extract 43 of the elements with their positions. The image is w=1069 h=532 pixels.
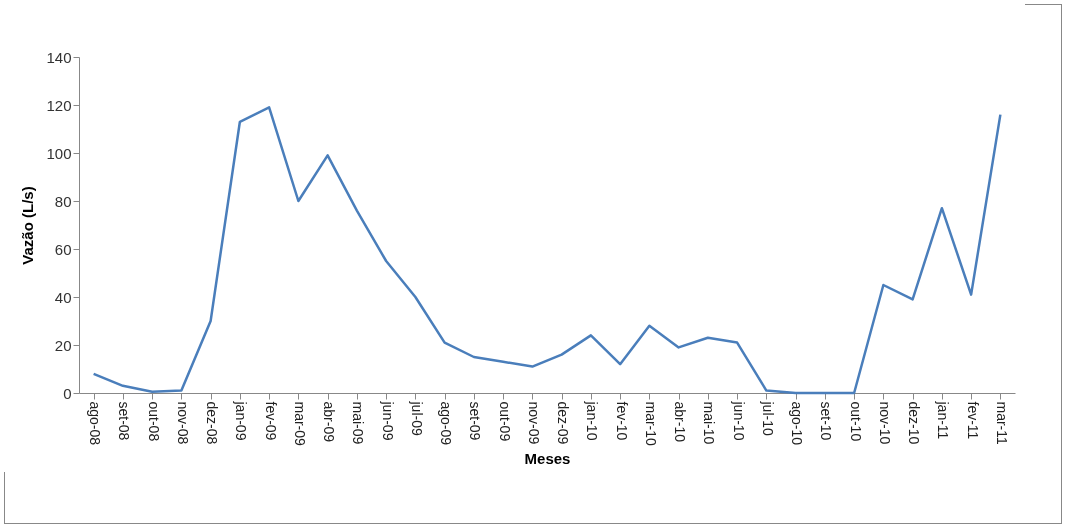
x-tick-label: nov-10	[876, 401, 893, 445]
x-tick-label: jan-10	[584, 400, 601, 441]
x-tick-label: mai-09	[350, 401, 367, 445]
x-tick-label: set-09	[467, 401, 484, 441]
x-tick-label: out-10	[847, 401, 864, 442]
x-tick-label: jun-10	[730, 400, 747, 441]
x-tick-label: mar-10	[642, 401, 659, 447]
x-tick-label: nov-09	[525, 401, 542, 445]
y-tick-label: 120	[46, 96, 72, 114]
x-tick-label: ago-08	[87, 401, 104, 446]
x-tick-label: mar-09	[291, 401, 308, 447]
x-tick-label: set-10	[818, 401, 835, 441]
x-tick-label: mar-11	[993, 401, 1010, 446]
x-tick-label: jul-09	[408, 400, 425, 436]
y-tick-label: 40	[54, 288, 72, 306]
x-tick-label: fev-10	[613, 401, 630, 441]
x-tick-label: dez-08	[204, 401, 221, 445]
y-tick-label: 100	[46, 144, 72, 162]
y-tick-label: 0	[63, 384, 72, 402]
x-tick-label: ago-10	[789, 401, 806, 446]
y-axis-title: Vazão (L/s)	[19, 186, 37, 265]
x-tick-label: abr-10	[672, 401, 689, 443]
x-tick-label: jan-11	[935, 400, 952, 440]
x-tick-label: ago-09	[438, 401, 455, 446]
x-tick-label: mai-10	[701, 401, 718, 445]
y-tick-label: 20	[54, 336, 72, 354]
x-tick-label: dez-09	[555, 401, 572, 445]
x-tick-label: fev-11	[964, 401, 981, 440]
x-tick-label: set-08	[116, 401, 133, 441]
x-tick-label: jan-09	[233, 400, 250, 441]
x-tick-label: nov-08	[174, 401, 191, 445]
x-tick-label: abr-09	[321, 401, 338, 443]
x-axis-title: Meses	[524, 449, 571, 467]
y-tick-label: 140	[46, 48, 72, 66]
x-tick-label: out-09	[496, 401, 513, 442]
x-tick-label: jun-09	[379, 400, 396, 441]
x-tick-label: jul-10	[759, 400, 776, 436]
x-tick-label: dez-10	[906, 401, 923, 445]
y-tick-label: 60	[54, 240, 72, 258]
line-series	[92, 106, 1002, 395]
y-tick-label: 80	[54, 192, 72, 210]
x-tick-label: out-08	[145, 401, 162, 442]
x-tick-label: fev-09	[262, 401, 279, 441]
